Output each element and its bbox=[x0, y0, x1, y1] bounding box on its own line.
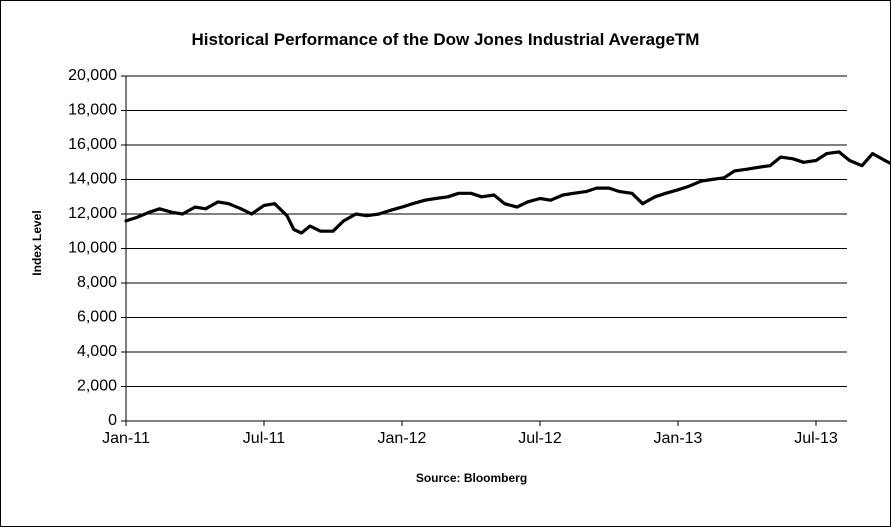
data-point bbox=[722, 176, 726, 180]
data-point bbox=[653, 195, 657, 199]
data-point bbox=[664, 191, 667, 195]
data-point bbox=[262, 204, 266, 207]
data-point bbox=[411, 202, 414, 206]
data-point bbox=[170, 210, 174, 214]
data-point bbox=[860, 164, 864, 168]
data-point bbox=[292, 228, 296, 231]
data-point bbox=[250, 212, 254, 216]
chart-title: Historical Performance of the Dow Jones … bbox=[191, 30, 700, 49]
data-point bbox=[147, 210, 151, 214]
x-tick-label: Jan-13 bbox=[654, 430, 703, 447]
data-point bbox=[400, 205, 404, 209]
x-tick-labels: Jan-11Jul-11Jan-12Jul-12Jan-13Jul-13Jan-… bbox=[102, 430, 838, 447]
data-point bbox=[446, 195, 450, 199]
data-point bbox=[802, 160, 805, 164]
data-point bbox=[124, 219, 128, 223]
data-point bbox=[630, 191, 634, 195]
y-tick-label: 8,000 bbox=[77, 274, 117, 291]
y-tick-label: 20,000 bbox=[68, 67, 117, 84]
data-point bbox=[492, 193, 496, 197]
data-point bbox=[457, 191, 460, 195]
y-tick-label: 10,000 bbox=[68, 240, 117, 257]
axes bbox=[121, 75, 847, 426]
data-point bbox=[768, 164, 772, 168]
data-point bbox=[699, 179, 703, 183]
data-point bbox=[538, 197, 542, 200]
data-point bbox=[595, 186, 598, 190]
data-point bbox=[549, 198, 552, 202]
data-point bbox=[388, 209, 391, 213]
data-point bbox=[342, 219, 345, 223]
data-point bbox=[135, 216, 139, 219]
y-tick-label: 6,000 bbox=[77, 309, 117, 326]
series-layer bbox=[124, 150, 891, 235]
data-point bbox=[779, 155, 782, 159]
data-point bbox=[331, 229, 335, 233]
data-point bbox=[526, 200, 529, 204]
y-tick-label: 14,000 bbox=[68, 171, 117, 188]
data-point bbox=[308, 224, 312, 228]
x-tick-label: Jan-11 bbox=[102, 430, 150, 447]
data-point bbox=[745, 167, 749, 171]
data-point bbox=[300, 231, 303, 235]
data-point bbox=[285, 214, 289, 218]
data-point bbox=[204, 207, 208, 211]
data-point bbox=[216, 200, 220, 204]
data-point bbox=[377, 212, 381, 216]
data-point bbox=[883, 159, 887, 162]
data-point bbox=[503, 202, 506, 206]
data-point bbox=[756, 166, 759, 169]
data-point bbox=[676, 188, 680, 192]
data-point bbox=[354, 212, 358, 216]
data-point bbox=[515, 205, 519, 209]
x-tick-label: Jul-12 bbox=[518, 430, 562, 447]
data-point bbox=[434, 197, 437, 200]
data-point bbox=[158, 207, 162, 211]
data-point bbox=[365, 214, 368, 218]
y-tick-labels: 0 2,000 4,000 6,000 8,000 10,000 12,000 14,000 1… bbox=[68, 67, 117, 429]
data-point bbox=[791, 157, 795, 161]
data-point bbox=[480, 195, 483, 199]
data-point bbox=[825, 152, 828, 156]
data-point bbox=[710, 178, 713, 181]
y-tick-label: 18,000 bbox=[68, 102, 117, 119]
y-tick-label: 2,000 bbox=[77, 378, 117, 395]
data-point bbox=[227, 202, 231, 206]
data-point bbox=[733, 169, 736, 173]
data-point bbox=[848, 159, 851, 162]
data-point bbox=[239, 207, 243, 211]
x-tick-label: Jul-11 bbox=[243, 430, 285, 447]
data-point bbox=[871, 152, 874, 156]
data-point bbox=[837, 150, 841, 154]
data-point bbox=[641, 202, 644, 206]
data-point bbox=[687, 185, 690, 188]
data-point bbox=[319, 229, 322, 233]
data-point bbox=[814, 159, 818, 162]
data-point bbox=[273, 202, 276, 206]
data-point bbox=[572, 191, 575, 195]
data-point bbox=[618, 190, 621, 194]
y-tick-label: 12,000 bbox=[68, 205, 117, 222]
source-note: Source: Bloomberg bbox=[415, 471, 528, 485]
data-point bbox=[607, 186, 611, 190]
y-tick-label: 4,000 bbox=[77, 343, 117, 360]
data-point bbox=[584, 190, 588, 194]
y-tick-label: 16,000 bbox=[68, 136, 117, 153]
gridlines bbox=[126, 75, 847, 387]
data-point bbox=[193, 205, 197, 209]
data-point bbox=[561, 193, 565, 197]
x-tick-label: Jul-13 bbox=[794, 430, 838, 447]
data-point bbox=[469, 191, 473, 195]
data-point bbox=[181, 212, 185, 216]
data-point bbox=[423, 198, 427, 202]
y-tick-label: 0 bbox=[108, 412, 117, 429]
x-tick-label: Jan-12 bbox=[378, 430, 427, 447]
